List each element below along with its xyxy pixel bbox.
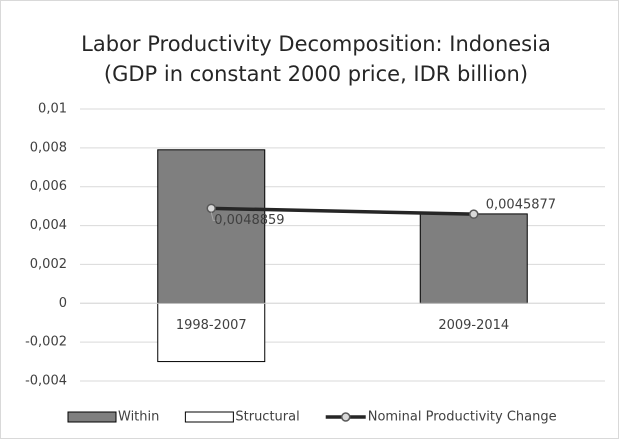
chart-title: Labor Productivity Decomposition: Indone…: [81, 32, 551, 56]
data-label: 0,0045877: [486, 198, 556, 213]
leader-line: [210, 212, 218, 221]
y-tick-label: 0,006: [30, 179, 67, 194]
legend-label: Within: [118, 410, 159, 425]
y-tick-label: 0,01: [38, 102, 67, 117]
y-tick-label: -0,004: [25, 374, 67, 389]
line-marker: [206, 203, 216, 214]
legend-swatch-marker: [340, 412, 351, 422]
legend-swatch: [184, 411, 234, 423]
x-tick-label: 2009-2014: [438, 318, 509, 333]
x-tick-label: 1998-2007: [176, 318, 247, 333]
bar: [419, 213, 528, 304]
data-label: 0,0048859: [214, 213, 284, 228]
legend-swatch: [67, 411, 117, 423]
chart-subtitle: (GDP in constant 2000 price, IDR billion…: [104, 62, 528, 86]
y-tick-label: 0: [59, 296, 67, 311]
y-tick-label: 0,002: [30, 257, 67, 272]
y-tick-label: 0,008: [30, 140, 67, 155]
bar: [157, 149, 266, 304]
y-tick-label: -0,002: [25, 335, 67, 350]
line: [211, 206, 474, 216]
y-tick-label: 0,004: [30, 218, 67, 233]
legend-label: Structural: [235, 410, 299, 425]
legend-label: Nominal Productivity Change: [368, 410, 557, 425]
line-marker: [469, 209, 479, 219]
bar: [157, 302, 266, 363]
